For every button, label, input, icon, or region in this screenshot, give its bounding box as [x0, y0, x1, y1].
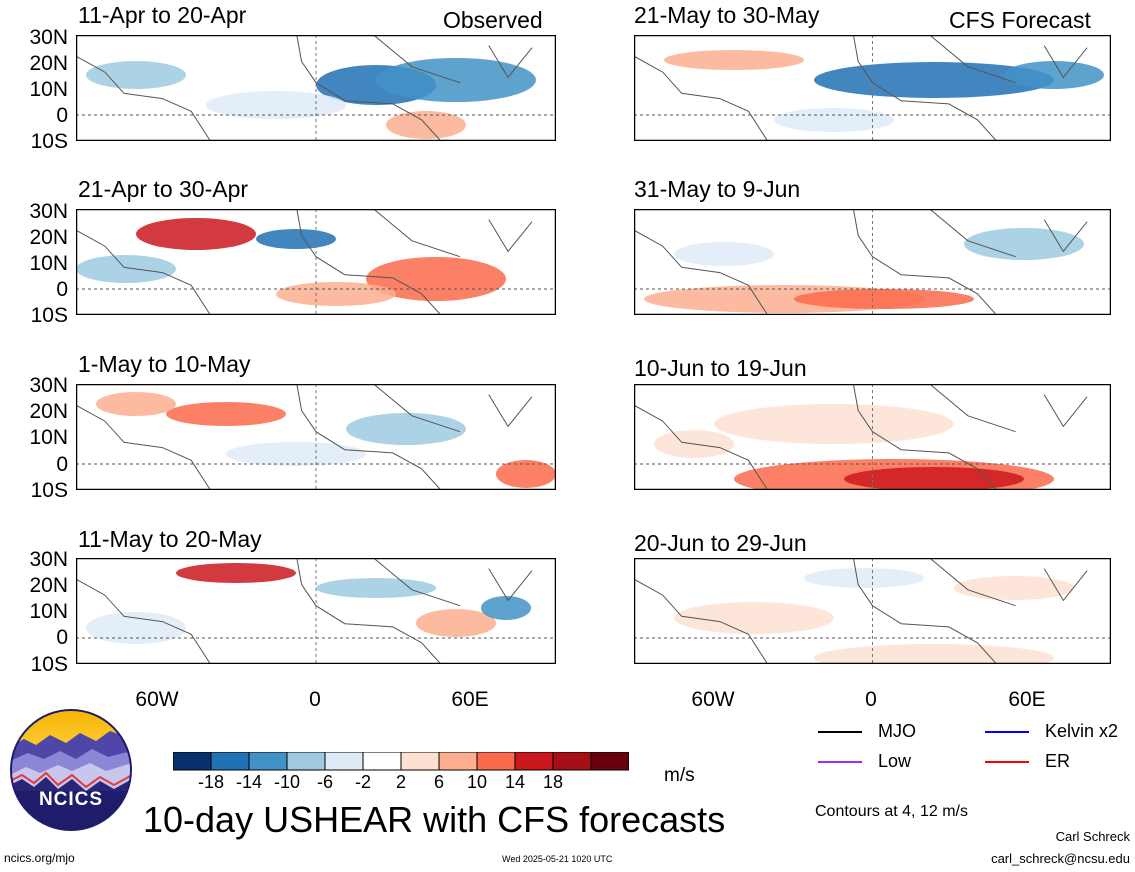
lat-label: 10N	[29, 78, 68, 101]
legend-swatch	[818, 731, 862, 733]
lat-label: 10N	[29, 252, 68, 275]
panel-title: 11-May to 20-May	[78, 526, 262, 552]
panel-tag: CFS Forecast	[949, 7, 1091, 33]
colorbar-swatches	[173, 752, 629, 771]
logo-text: NCICS	[38, 789, 104, 810]
colorbar-swatch	[324, 752, 364, 771]
lat-label: 0	[56, 626, 68, 649]
lon-label: 0	[309, 688, 321, 711]
lat-label: 20N	[29, 574, 68, 597]
shear-map	[634, 384, 1111, 490]
colorbar-swatch	[590, 752, 629, 771]
colorbar-swatch	[514, 752, 554, 771]
main-title: 10-day USHEAR with CFS forecasts	[143, 799, 726, 840]
lat-label: 30N	[29, 200, 68, 223]
colorbar-tick-label: 6	[433, 772, 444, 792]
colorbar-swatch	[173, 752, 212, 771]
lon-label: 60W	[691, 688, 735, 711]
shear-map	[76, 209, 556, 315]
legend-label: Low	[878, 751, 912, 771]
colorbar-swatch	[362, 752, 402, 771]
legend-swatch	[985, 761, 1029, 763]
lat-label: 10N	[29, 426, 68, 449]
footer-timestamp: Wed 2025-05-21 1020 UTC	[502, 854, 613, 864]
colorbar-tick-label: 10	[466, 772, 488, 792]
colorbar-tick-label: 14	[504, 772, 526, 792]
lat-label: 30N	[29, 374, 68, 397]
panel-title: 20-Jun to 29-Jun	[634, 530, 807, 556]
colorbar-swatch	[476, 752, 516, 771]
footer-email[interactable]: carl_schreck@ncsu.edu	[991, 851, 1130, 866]
colorbar-tick-label: -6	[316, 772, 333, 792]
colorbar-tick-label: -2	[354, 772, 371, 792]
legend-label: ER	[1045, 751, 1071, 771]
shear-map	[76, 384, 556, 490]
shear-map	[634, 558, 1111, 664]
colorbar-swatch	[552, 752, 592, 771]
colorbar-units: m/s	[664, 765, 695, 786]
lon-label: 60E	[451, 688, 489, 711]
contours-note: Contours at 4, 12 m/s	[815, 803, 968, 820]
legend-swatch	[818, 761, 862, 763]
lat-label: 0	[56, 453, 68, 476]
lat-label: 10N	[29, 600, 68, 623]
colorbar-swatch	[438, 752, 478, 771]
colorbar-tick-label: 18	[542, 772, 564, 792]
panel-title: 21-May to 30-May	[634, 2, 820, 28]
panel-title: 21-Apr to 30-Apr	[78, 176, 249, 202]
shear-map	[76, 35, 556, 141]
legend-label: Kelvin x2	[1045, 721, 1119, 741]
footer-url[interactable]: ncics.org/mjo	[4, 851, 75, 865]
lon-label: 60W	[135, 688, 179, 711]
colorbar-swatch	[210, 752, 250, 771]
panel-title: 11-Apr to 20-Apr	[78, 2, 247, 28]
lat-label: 20N	[29, 226, 68, 249]
colorbar-tick-label: 2	[395, 772, 406, 792]
lat-label: 30N	[29, 26, 68, 49]
lat-label: 10S	[30, 130, 68, 153]
lat-label: 10S	[30, 479, 68, 502]
panel-title: 10-Jun to 19-Jun	[634, 355, 807, 381]
shear-map	[76, 558, 556, 664]
lon-label: 60E	[1008, 688, 1046, 711]
shear-map	[634, 35, 1111, 141]
colorbar-tick-label: -14	[235, 772, 262, 792]
colorbar-swatch	[248, 752, 288, 771]
lat-label: 0	[56, 278, 68, 301]
lon-label: 0	[865, 688, 877, 711]
shear-map	[634, 209, 1111, 315]
footer-author: Carl Schreck	[1055, 829, 1130, 844]
lat-label: 10S	[30, 653, 68, 676]
lat-label: 20N	[29, 400, 68, 423]
panel-tag: Observed	[443, 7, 543, 33]
lat-label: 20N	[29, 52, 68, 75]
lat-label: 0	[56, 104, 68, 127]
panel-title: 31-May to 9-Jun	[634, 176, 801, 202]
colorbar-swatch	[400, 752, 440, 771]
lat-label: 30N	[29, 548, 68, 571]
lat-label: 10S	[30, 304, 68, 327]
legend-swatch	[985, 731, 1029, 733]
colorbar-tick-label: -18	[197, 772, 224, 792]
colorbar-tick-label: -10	[273, 772, 300, 792]
legend-label: MJO	[878, 721, 916, 741]
panel-title: 1-May to 10-May	[78, 351, 251, 377]
colorbar-swatch	[286, 752, 326, 771]
